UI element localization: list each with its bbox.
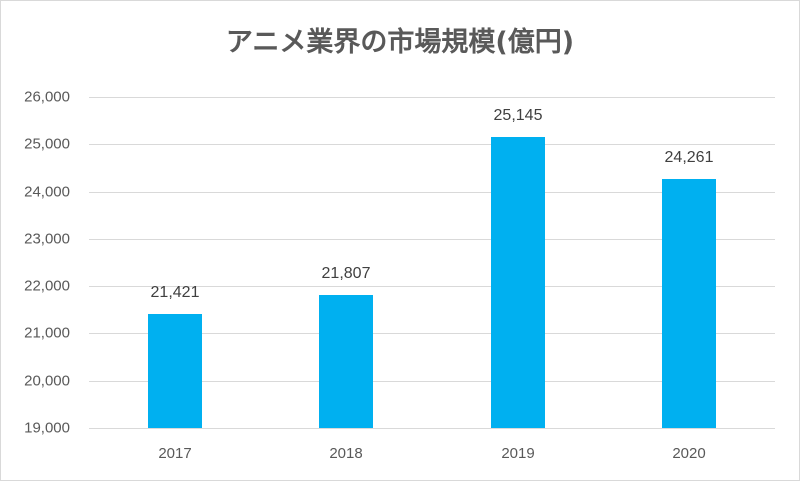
gridline — [89, 97, 775, 98]
y-tick-label: 20,000 — [24, 372, 70, 390]
y-tick-label: 26,000 — [24, 88, 70, 106]
x-tick-label: 2020 — [672, 445, 706, 462]
data-label-2019: 25,145 — [493, 107, 543, 125]
x-tick-label: 2018 — [329, 445, 363, 462]
gridline — [89, 192, 775, 193]
x-tick-label: 2019 — [501, 445, 535, 462]
data-label-2017: 21,421 — [150, 283, 200, 301]
bar-2019 — [491, 137, 545, 428]
gridline — [89, 144, 775, 145]
y-tick-label: 21,000 — [24, 324, 70, 342]
bar-2017 — [148, 313, 202, 428]
bar-2018 — [319, 295, 373, 428]
y-tick-label: 24,000 — [24, 183, 70, 201]
y-tick-label: 25,000 — [24, 135, 70, 153]
x-axis-line — [89, 428, 775, 429]
gridline — [89, 381, 775, 382]
x-tick-label: 2017 — [158, 445, 192, 462]
y-tick-label: 23,000 — [24, 230, 70, 248]
data-label-2018: 21,807 — [321, 265, 371, 283]
gridline — [89, 239, 775, 240]
y-tick-label: 19,000 — [24, 419, 70, 437]
gridline — [89, 286, 775, 287]
chart-title: アニメ業界の市場規模(億円) — [225, 27, 575, 58]
data-label-2020: 24,261 — [664, 149, 714, 167]
gridline — [89, 333, 775, 334]
y-tick-label: 22,000 — [24, 277, 70, 295]
bar-2020 — [662, 179, 716, 428]
